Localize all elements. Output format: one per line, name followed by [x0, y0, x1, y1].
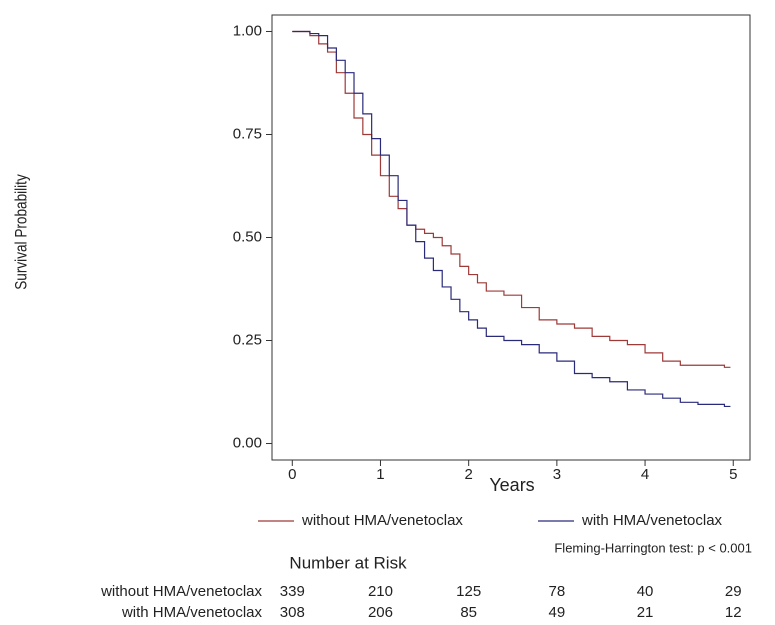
risk-count: 339 — [280, 583, 305, 600]
risk-row-label: with HMA/venetoclax — [121, 604, 263, 620]
risk-count: 206 — [368, 604, 393, 620]
x-tick-label: 2 — [464, 466, 472, 483]
annotation: Fleming-Harrington test: p < 0.001 — [554, 540, 752, 555]
y-tick-label: 0.25 — [233, 331, 262, 348]
y-tick-label: 0.75 — [233, 125, 262, 142]
y-tick-label: 0.50 — [233, 228, 262, 245]
y-tick-label: 0.00 — [233, 434, 262, 451]
x-tick-label: 4 — [641, 466, 649, 483]
survival-curve — [292, 30, 731, 368]
risk-count: 125 — [456, 583, 481, 600]
risk-table-title: Number at Risk — [289, 553, 407, 572]
y-axis-label: Survival Probability — [12, 174, 31, 290]
risk-count: 210 — [368, 583, 393, 600]
risk-count: 85 — [460, 604, 477, 620]
risk-count: 29 — [725, 583, 742, 600]
risk-count: 308 — [280, 604, 305, 620]
x-tick-label: 1 — [376, 466, 384, 483]
x-axis-label: Years — [489, 475, 534, 495]
legend-label: without HMA/venetoclax — [301, 512, 463, 529]
y-tick-label: 1.00 — [233, 22, 262, 39]
x-tick-label: 5 — [729, 466, 737, 483]
risk-count: 49 — [549, 604, 566, 620]
legend-label: with HMA/venetoclax — [581, 512, 723, 529]
x-tick-label: 3 — [553, 466, 561, 483]
risk-count: 78 — [549, 583, 566, 600]
risk-count: 21 — [637, 604, 654, 620]
risk-row-label: without HMA/venetoclax — [100, 583, 262, 600]
x-tick-label: 0 — [288, 466, 296, 483]
plot-frame — [271, 14, 751, 461]
survival-curve — [292, 30, 731, 408]
risk-count: 40 — [637, 583, 654, 600]
risk-count: 12 — [725, 604, 742, 620]
